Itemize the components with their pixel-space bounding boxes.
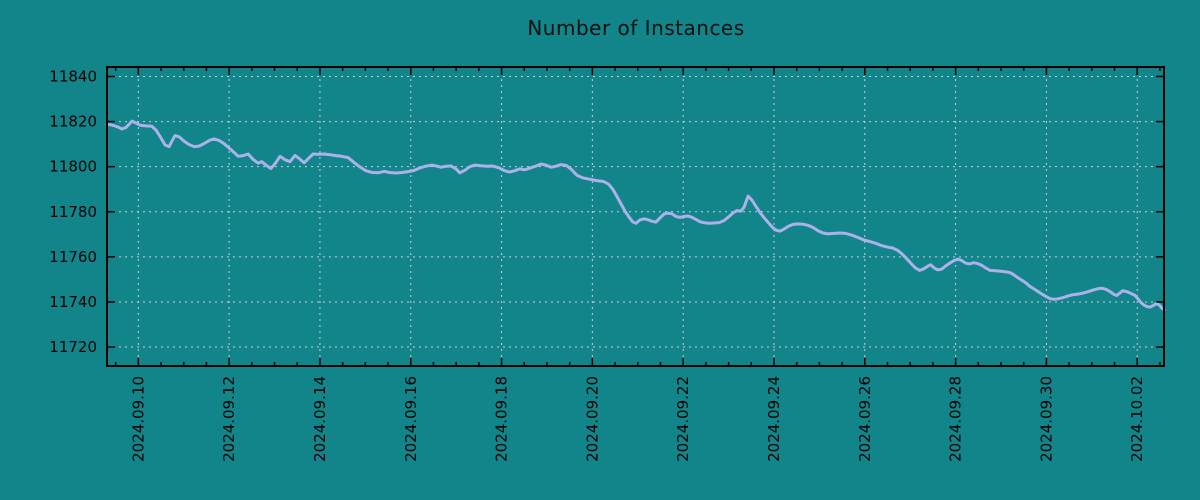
plot-border — [106, 66, 1165, 367]
x-tick-label: 2024.09.18 — [493, 376, 511, 462]
series-line — [105, 119, 1166, 312]
chart-title: Number of Instances — [527, 16, 745, 40]
x-tick-label: 2024.09.30 — [1037, 376, 1055, 462]
y-tick-label: 11720 — [49, 338, 97, 356]
x-tick-label: 2024.09.28 — [947, 376, 965, 462]
x-tick-label: 2024.09.26 — [856, 376, 874, 462]
x-tick-label: 2024.09.10 — [129, 376, 147, 462]
y-tick-label: 11780 — [49, 203, 97, 221]
x-tick-label: 2024.09.20 — [583, 376, 601, 462]
y-tick-label: 11840 — [49, 67, 97, 85]
y-tick-label: 11760 — [49, 248, 97, 266]
x-tick-label: 2024.09.22 — [674, 376, 692, 462]
y-tick-label: 11820 — [49, 113, 97, 131]
x-tick-label: 2024.10.02 — [1128, 376, 1146, 462]
y-tick-label: 11800 — [49, 158, 97, 176]
x-tick-label: 2024.09.12 — [220, 376, 238, 462]
x-tick-label: 2024.09.24 — [765, 376, 783, 462]
x-tick-label: 2024.09.16 — [402, 376, 420, 462]
y-tick-label: 11740 — [49, 293, 97, 311]
x-tick-label: 2024.09.14 — [311, 376, 329, 462]
